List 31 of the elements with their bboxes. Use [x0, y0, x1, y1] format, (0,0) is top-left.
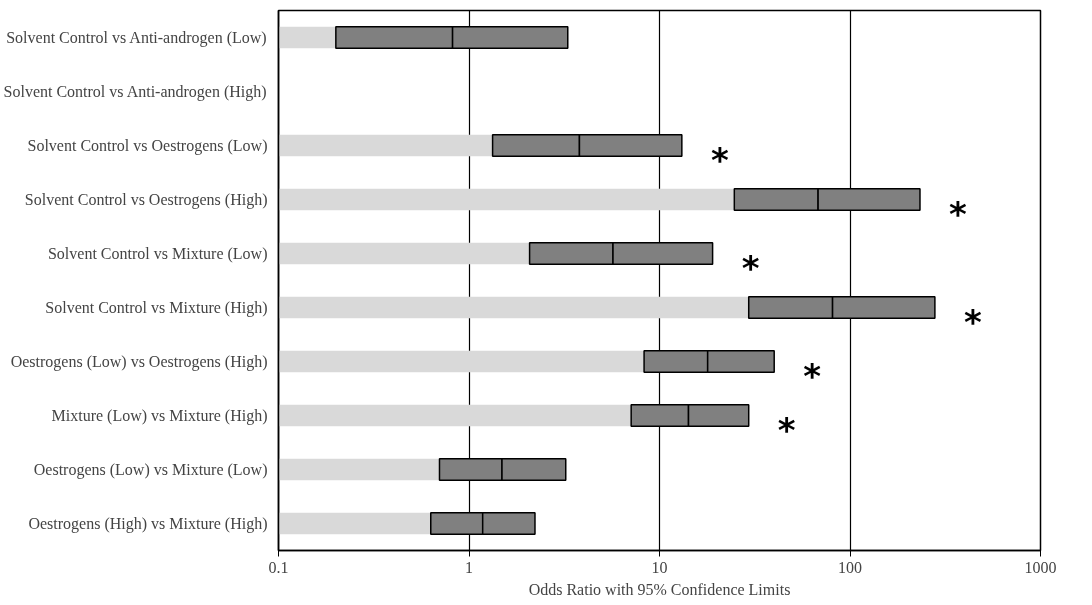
- bar: [278, 404, 632, 427]
- y-tick-label: Solvent Control vs Mixture (Low): [47, 245, 268, 263]
- y-tick-label: Oestrogens (High) vs Mixture (High): [28, 515, 268, 533]
- y-tick-label: Solvent Control vs Oestrogens (High): [24, 191, 268, 209]
- annotation: *: [964, 301, 982, 342]
- x-tick-label: 100: [838, 558, 862, 576]
- y-tick-label: Mixture (Low) vs Mixture (High): [51, 407, 268, 425]
- annotation: *: [710, 139, 729, 180]
- x-tick-label: 1: [465, 558, 473, 576]
- bar: [278, 134, 493, 157]
- x-tick-label: 1000: [1024, 558, 1057, 576]
- bar: [278, 458, 440, 481]
- bar: [278, 512, 431, 535]
- bar: [278, 350, 645, 373]
- annotation: *: [741, 247, 760, 288]
- annotation: *: [949, 193, 968, 234]
- y-tick-label: Oestrogens (Low) vs Oestrogens (High): [10, 353, 268, 371]
- y-tick-label: Solvent Control vs Oestrogens (Low): [27, 137, 268, 155]
- annotation: *: [803, 355, 822, 396]
- x-tick-label: 0.1: [268, 558, 289, 576]
- y-tick-label: Solvent Control vs Anti-androgen (Low): [6, 29, 267, 47]
- annotation: *: [777, 409, 796, 450]
- bar: [278, 26, 336, 49]
- y-tick-label: Solvent Control vs Anti-androgen (High): [3, 83, 267, 101]
- bar: [278, 242, 530, 265]
- y-tick-label: Solvent Control vs Mixture (High): [45, 299, 268, 317]
- x-tick-label: 10: [651, 558, 668, 576]
- bar: [278, 296, 749, 319]
- bar: [278, 188, 735, 211]
- y-tick-label: Oestrogens (Low) vs Mixture (Low): [33, 461, 268, 479]
- x-axis-title: Odds Ratio with 95% Confidence Limits: [528, 580, 791, 598]
